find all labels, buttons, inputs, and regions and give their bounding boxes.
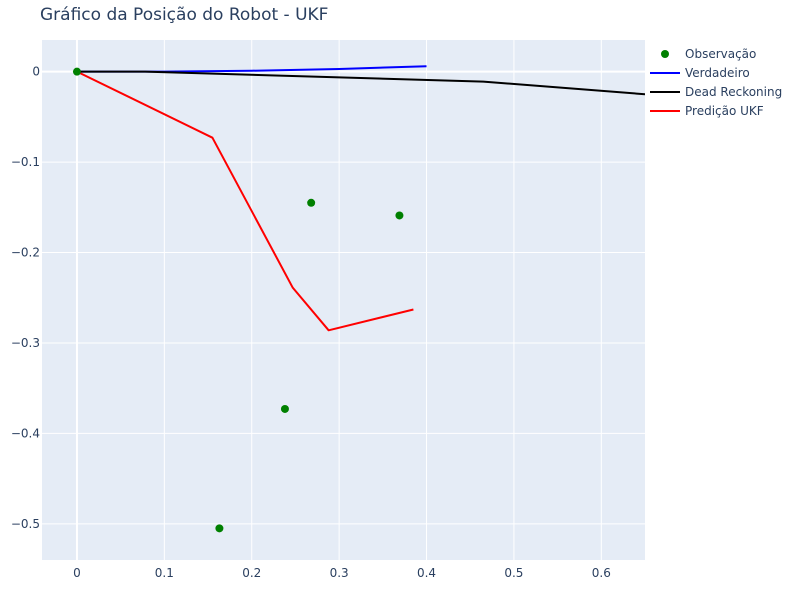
x-tick-label: 0 [73,566,81,580]
series-predicao-ukf [76,70,414,332]
chart-title: Gráfico da Posição do Robot - UKF [40,5,328,25]
y-tick-label: −0.2 [11,246,40,260]
plot-background [42,40,645,560]
legend-label: Predição UKF [685,104,764,118]
x-tick-label: 0.1 [155,566,174,580]
data-point-observacao [395,211,404,220]
legend-marker [661,50,669,58]
series-dead-reckoning [76,70,645,96]
data-point-observacao [72,67,81,76]
legend-item-verdadeiro[interactable]: Verdadeiro [650,66,750,80]
series-layer [72,65,645,533]
y-axis-ticks: 0 −0.1 −0.2 −0.3 −0.4 −0.5 [11,65,40,531]
x-tick-label: 0.3 [330,566,349,580]
legend-item-predicao-ukf[interactable]: Predição UKF [650,104,764,118]
legend-item-dead-reckoning[interactable]: Dead Reckoning [650,85,782,99]
legend-label: Verdadeiro [685,66,750,80]
y-tick-label: −0.3 [11,336,40,350]
x-tick-label: 0.5 [504,566,523,580]
x-tick-label: 0.2 [242,566,261,580]
data-point-observacao [215,524,224,533]
y-tick-label: −0.4 [11,426,40,440]
y-tick-label: −0.1 [11,155,40,169]
y-tick-label: −0.5 [11,517,40,531]
x-tick-label: 0.4 [417,566,436,580]
legend-label: Dead Reckoning [685,85,782,99]
data-point-observacao [280,404,289,413]
grid-lines [42,40,645,560]
series-line-predicao-ukf [76,70,414,332]
data-point-observacao [307,198,316,207]
x-tick-label: 0.6 [592,566,611,580]
series-line-dead-reckoning [76,70,645,96]
y-tick-label: 0 [32,65,40,79]
series-observacao [72,67,404,533]
legend: Observação Verdadeiro Dead Reckoning Prediç… [650,47,782,118]
legend-item-observacao[interactable]: Observação [661,47,756,61]
legend-label: Observação [685,47,756,61]
x-axis-ticks: 0 0.1 0.2 0.3 0.4 0.5 0.6 [73,566,611,580]
